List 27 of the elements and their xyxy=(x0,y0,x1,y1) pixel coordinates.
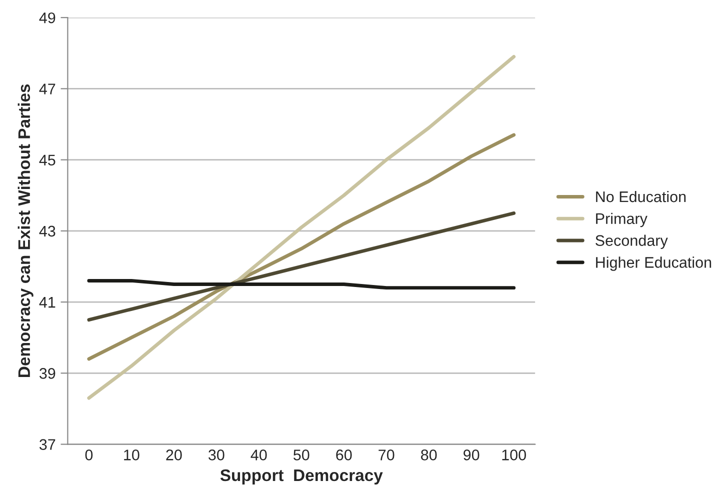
y-tick-label: 49 xyxy=(39,12,56,24)
x-tick-label: 30 xyxy=(208,450,224,460)
x-tick-label: 50 xyxy=(294,450,310,460)
x-tick-label: 80 xyxy=(421,450,437,460)
y-tick-label: 37 xyxy=(39,439,56,450)
legend-label: Higher Education xyxy=(596,256,712,271)
y-axis-title: Democracy can Exist Without Parties xyxy=(18,84,34,377)
x-tick-label: 100 xyxy=(502,450,526,460)
x-tick-label: 60 xyxy=(336,450,352,460)
legend-label: Secondary xyxy=(596,234,668,249)
y-tick-label: 45 xyxy=(39,154,56,166)
line-series xyxy=(87,211,516,322)
y-tick-label: 47 xyxy=(39,84,56,94)
line-series xyxy=(87,54,516,400)
x-tick-label: 0 xyxy=(85,450,93,460)
x-tick-label: 10 xyxy=(124,450,140,460)
y-tick-label: 41 xyxy=(39,297,56,308)
x-tick-label: 90 xyxy=(464,450,480,460)
x-tick-label: 20 xyxy=(166,450,182,460)
y-tick-label: 39 xyxy=(39,368,56,379)
legend-label: Primary xyxy=(596,212,648,228)
x-tick-label: 40 xyxy=(250,450,267,460)
line-series xyxy=(87,133,516,361)
x-tick-label: 70 xyxy=(378,450,394,460)
legend-label: No Education xyxy=(596,190,686,202)
y-tick-label: 43 xyxy=(39,226,56,237)
x-axis-title: Support Democracy xyxy=(220,469,383,484)
